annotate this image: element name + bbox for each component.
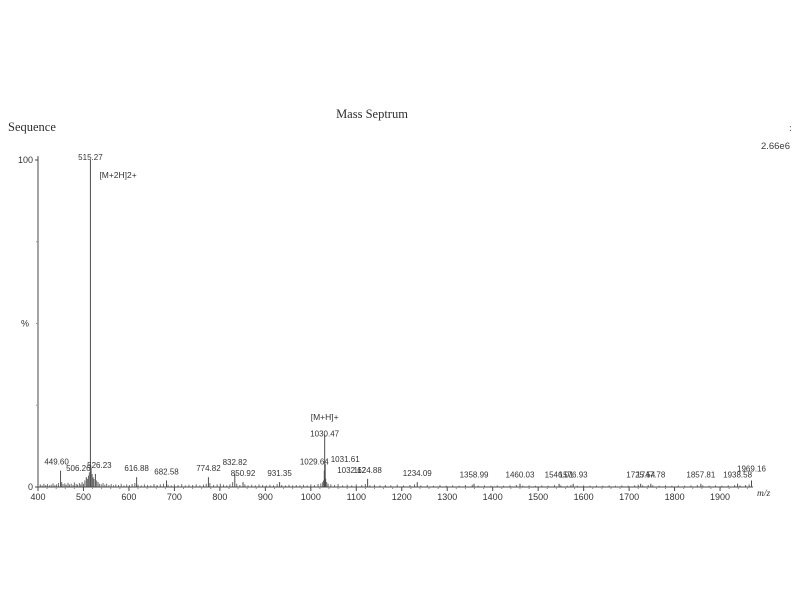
x-tick-label: 700 [167,492,182,502]
x-tick-label: 800 [212,492,227,502]
peak-label: 1576.93 [559,471,588,480]
x-tick-label: 1400 [483,492,503,502]
x-axis-label: m/z [757,489,771,499]
x-tick-label: 1300 [437,492,457,502]
peak-annotation: [M+H]+ [311,412,339,422]
x-tick-label: 1600 [574,492,594,502]
x-tick-label: 400 [30,492,45,502]
edge-partial-mark: : [789,123,792,134]
peak-label: 1031.61 [331,455,360,464]
peak-label: 1747.78 [636,471,665,480]
x-tick-label: 900 [258,492,273,502]
x-tick-label: 500 [76,492,91,502]
peak-label: 1234.09 [403,469,432,478]
peak-label: 1857.81 [686,471,715,480]
peak-label: 832.82 [223,458,248,467]
peak-label: 506.26 [66,464,91,473]
x-tick-label: 1100 [347,492,366,502]
peak-label: 1546.01 [545,471,574,480]
sequence-label: Sequence [8,120,56,134]
y-tick-label: 100 [18,155,33,165]
x-tick-label: 1500 [528,492,548,502]
intensity-scale-label: 2.66e6 [760,141,790,152]
peak-label: 931.35 [267,469,292,478]
peak-label: 682.58 [154,467,179,476]
peak-label: 1938.58 [723,471,752,480]
x-tick-label: 1200 [392,492,412,502]
peak-label: 1030.47 [310,430,339,439]
x-tick-label: 600 [121,492,136,502]
peak-label: 515.27 [78,153,103,162]
y-axis-label: % [21,319,29,329]
peak-label: 1969.16 [737,464,766,473]
peak-label: 1032.62 [337,466,366,475]
y-tick-label: 0 [28,482,33,492]
peak-label: 1124.88 [353,466,382,475]
peak-label: 526.23 [87,461,112,470]
peak-label: 1725.54 [626,471,655,480]
peak-label: 1460.03 [506,471,535,480]
x-tick-label: 1900 [710,492,730,502]
x-tick-label: 1000 [301,492,321,502]
peak-label: 1358.99 [460,471,489,480]
peak-label: 616.88 [124,464,149,473]
peak-label: 449.60 [44,458,69,467]
peak-label: 1029.64 [300,458,329,467]
peak-label: 850.92 [231,469,256,478]
peak-label: 774.82 [196,464,221,473]
x-tick-label: 1800 [665,492,685,502]
peak-annotation: [M+2H]2+ [99,170,136,180]
x-tick-label: 1700 [619,492,639,502]
chart-title: Mass Septrum [336,107,408,121]
